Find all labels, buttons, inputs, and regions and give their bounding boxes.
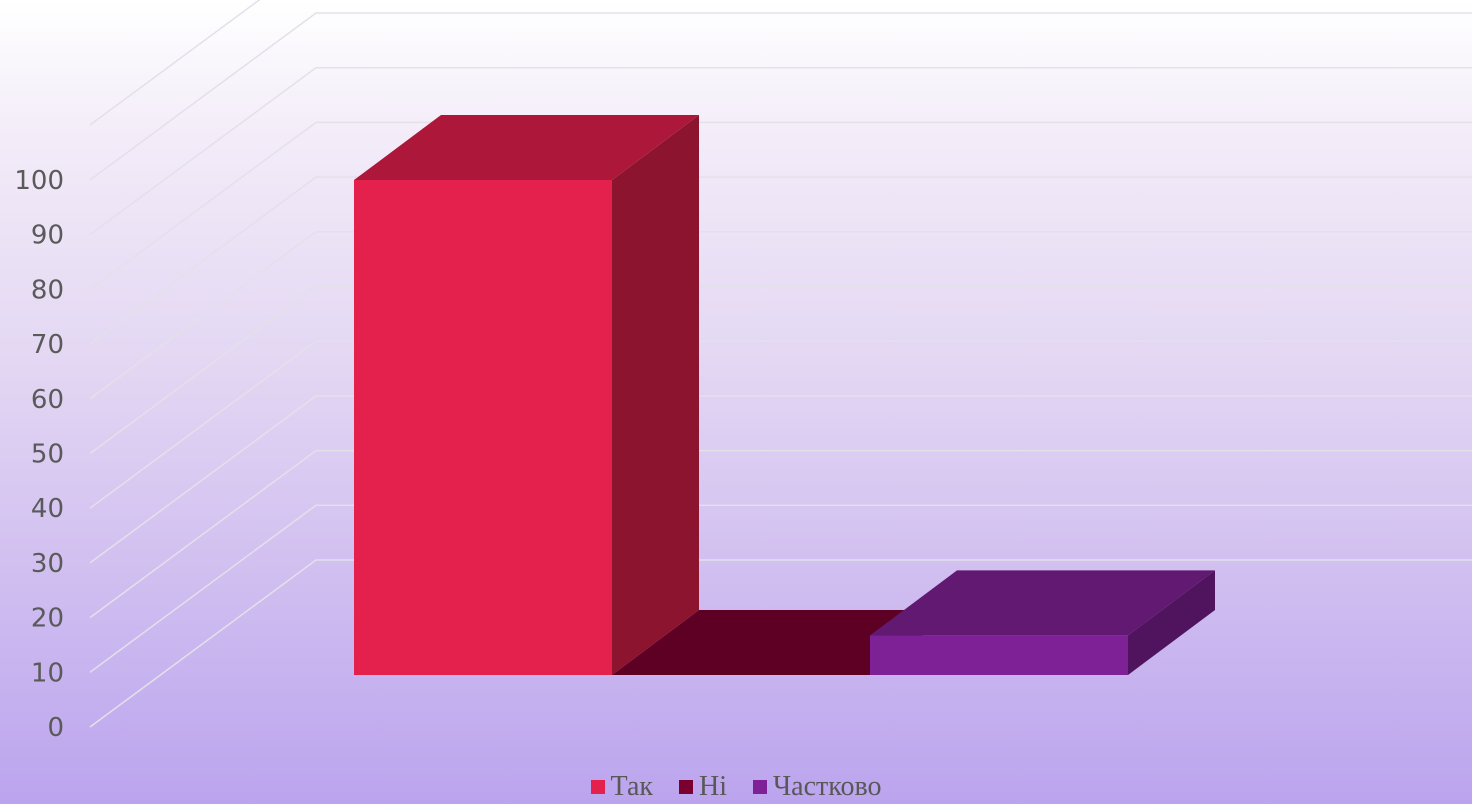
bar-top xyxy=(354,115,699,180)
gridline xyxy=(89,504,1472,673)
gridline xyxy=(89,285,1472,455)
legend-item-ni: Ні xyxy=(678,771,727,803)
gridline xyxy=(89,0,261,126)
legend-label-chastkovo: Частково xyxy=(772,771,882,802)
legend: Так Ні Частково xyxy=(0,770,1472,804)
legend-label-tak: Так xyxy=(610,771,653,802)
y-tick-label: 50 xyxy=(31,440,64,470)
y-tick-label: 60 xyxy=(31,385,64,415)
y-tick-label: 90 xyxy=(31,221,64,251)
y-tick-label: 0 xyxy=(47,713,64,743)
gridline xyxy=(89,340,1472,509)
legend-item-chastkovo: Частково xyxy=(752,771,882,803)
legend-swatch-chastkovo xyxy=(752,780,767,794)
legend-swatch-tak xyxy=(590,780,605,794)
gridline xyxy=(89,395,1472,564)
bars xyxy=(354,115,1215,675)
bar-top xyxy=(870,570,1215,636)
y-tick-label: 10 xyxy=(31,658,64,688)
y-tick-label: 100 xyxy=(14,166,64,196)
bar-0 xyxy=(354,115,699,675)
legend-label-ni: Ні xyxy=(698,771,727,802)
bar-2 xyxy=(870,570,1215,675)
y-tick-label: 40 xyxy=(31,494,64,524)
legend-item-tak: Так xyxy=(590,771,653,803)
gridline xyxy=(89,449,1472,619)
gridline xyxy=(89,176,1472,345)
y-tick-label: 20 xyxy=(31,604,64,634)
gridline xyxy=(89,231,1472,400)
gridline xyxy=(89,559,1472,728)
y-axis-tick-labels: 0 10 20 30 40 50 60 70 80 90 100 xyxy=(14,166,64,743)
gridline xyxy=(89,66,1472,236)
y-tick-label: 70 xyxy=(31,330,64,360)
bar-front xyxy=(870,635,1128,675)
gridline xyxy=(89,121,1472,291)
legend-swatch-ni xyxy=(678,780,693,794)
gridline xyxy=(89,12,1472,181)
grid-lines xyxy=(89,0,1472,728)
y-tick-label: 30 xyxy=(31,549,64,579)
bar-side xyxy=(612,115,699,675)
bar-side xyxy=(1128,570,1215,675)
bar-front xyxy=(354,180,612,675)
y-tick-label: 80 xyxy=(31,275,64,305)
